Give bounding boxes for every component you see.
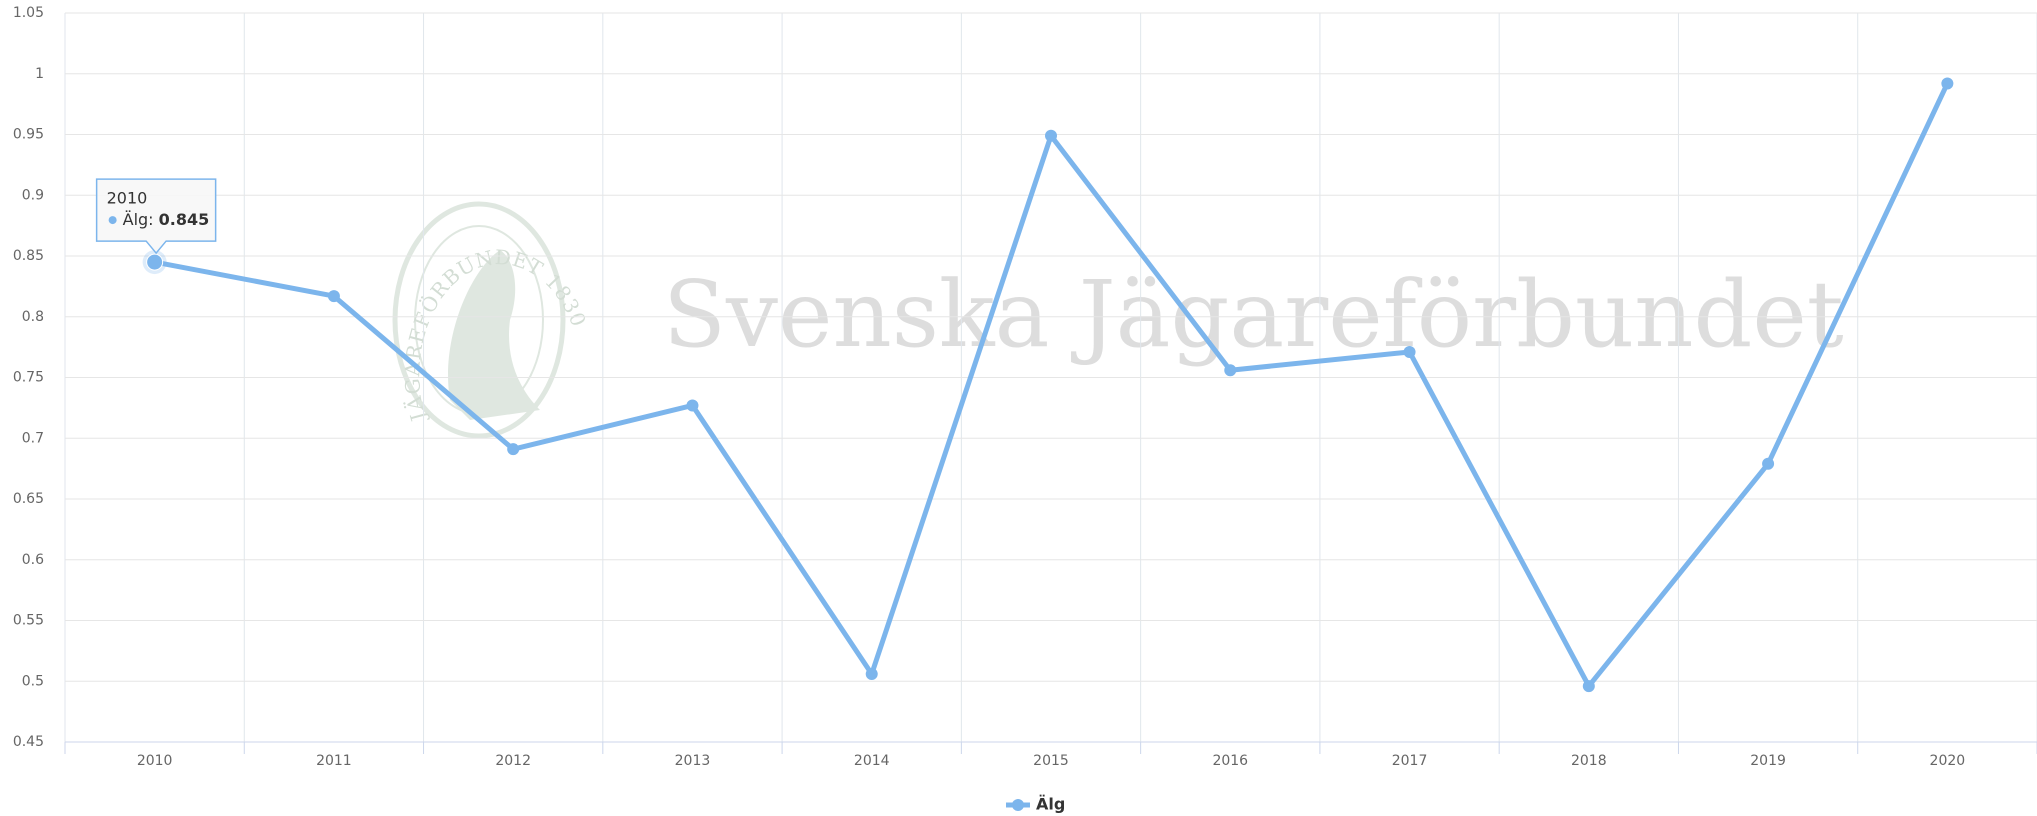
- y-tick-label: 0.75: [13, 370, 44, 386]
- watermark-ring: [414, 225, 544, 415]
- y-tick-label: 0.5: [22, 673, 44, 689]
- x-tick-label: 2013: [675, 753, 711, 769]
- watermark-text: Svenska Jägareförbundet: [663, 261, 1844, 368]
- y-tick-label: 1.05: [13, 5, 44, 21]
- x-tick-label: 2010: [137, 753, 173, 769]
- y-tick-label: 0.7: [22, 430, 44, 446]
- point: [327, 290, 340, 303]
- y-tick-label: 0.8: [22, 309, 44, 325]
- tooltip: 2010 Älg: 0.845: [95, 178, 217, 255]
- y-tick-label: 1: [35, 66, 44, 82]
- tooltip-series: Älg: [123, 210, 149, 229]
- tooltip-value: Älg: 0.845: [123, 210, 210, 229]
- x-tick-label: 2017: [1392, 753, 1428, 769]
- x-tick-label: 2011: [316, 753, 352, 769]
- y-tick-label: 0.85: [13, 248, 44, 264]
- point: [146, 253, 164, 271]
- tooltip-dot: [108, 216, 117, 225]
- legend-label: Älg: [1036, 795, 1065, 814]
- tooltip-box: [95, 178, 217, 255]
- y-tick-label: 0.55: [13, 613, 44, 629]
- x-tick-label: 2015: [1033, 753, 1069, 769]
- y-tick-label: 0.95: [13, 127, 44, 143]
- point: [1941, 77, 1954, 90]
- point: [1045, 129, 1057, 142]
- legend-marker: [1012, 799, 1024, 811]
- point: [1403, 345, 1416, 358]
- point: [1762, 457, 1775, 470]
- y-tick-label: 0.9: [22, 187, 44, 203]
- tooltip-sep: :: [148, 210, 158, 229]
- x-tick-label: 2019: [1750, 753, 1786, 769]
- point: [1582, 680, 1595, 693]
- tooltip-title: 2010: [107, 189, 148, 208]
- y-tick-label: 0.65: [13, 491, 44, 507]
- x-tick-label: 2014: [854, 753, 890, 769]
- watermark: JÄGAREFÖRBUNDET 1830 Svenska Jägareförbu…: [392, 201, 1844, 439]
- point: [507, 443, 520, 456]
- x-tick-label: 2018: [1571, 753, 1607, 769]
- point: [1224, 364, 1237, 377]
- y-tick-label: 0.6: [22, 552, 44, 568]
- y-tick-label: 0.45: [13, 734, 44, 750]
- watermark-ring: [392, 201, 566, 439]
- x-tick-label: 2020: [1930, 753, 1966, 769]
- point: [686, 399, 699, 412]
- x-tick-label: 2012: [495, 753, 531, 769]
- point: [865, 667, 878, 680]
- tooltip-number: 0.845: [159, 210, 210, 229]
- x-tick-label: 2016: [1212, 753, 1248, 769]
